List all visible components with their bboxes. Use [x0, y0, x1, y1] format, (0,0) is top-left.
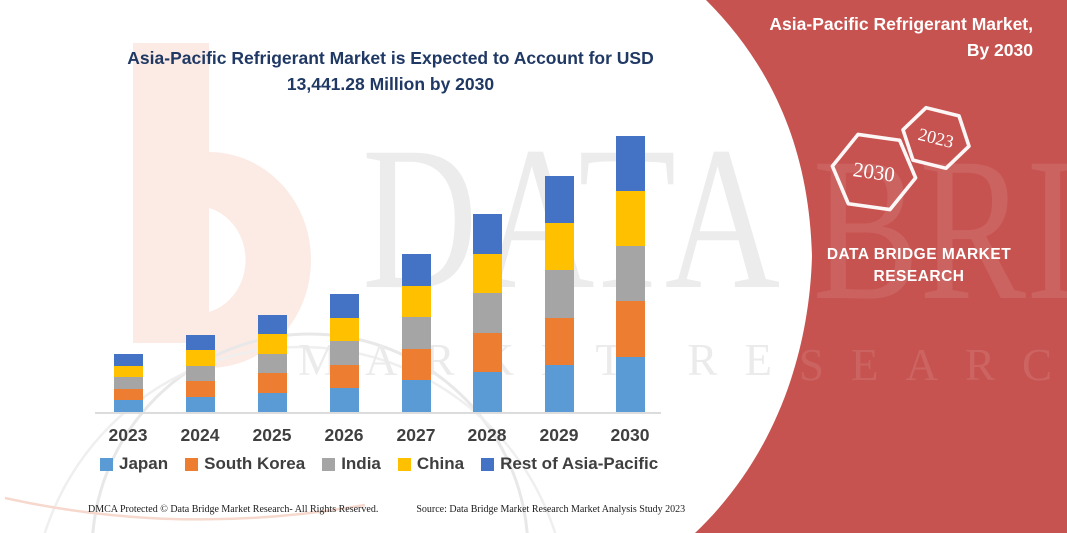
bar-segment-india-2024 — [185, 365, 215, 382]
bar-column-2025: 2025 — [236, 315, 308, 445]
x-tick-label-2029: 2029 — [539, 425, 579, 445]
bar-segment-rest-of-asia-pacific-2025 — [257, 315, 287, 335]
legend-item-south-korea: South Korea — [185, 454, 305, 474]
bar-segment-south-korea-2028 — [472, 332, 502, 373]
bar-segment-japan-2025 — [257, 392, 287, 412]
bar-segment-south-korea-2029 — [544, 317, 574, 365]
bar-segment-rest-of-asia-pacific-2024 — [185, 334, 215, 351]
x-tick-label-2024: 2024 — [180, 425, 220, 445]
bar-segment-south-korea-2026 — [329, 364, 359, 389]
legend-item-rest-of-asia-pacific: Rest of Asia-Pacific — [481, 454, 658, 474]
bar-stack-2028 — [472, 214, 502, 412]
x-tick-label-2023: 2023 — [108, 425, 148, 445]
x-tick-label-2025: 2025 — [252, 425, 292, 445]
bar-stack-2030 — [615, 135, 645, 412]
bar-segment-india-2023 — [113, 377, 143, 389]
bar-segment-china-2026 — [329, 317, 359, 342]
legend-swatch-japan — [100, 457, 113, 471]
bar-segment-rest-of-asia-pacific-2029 — [544, 176, 574, 224]
bar-segment-japan-2028 — [472, 372, 502, 412]
bar-segment-china-2029 — [544, 223, 574, 271]
legend-item-china: China — [397, 454, 465, 474]
bar-segment-south-korea-2027 — [401, 348, 431, 381]
legend-swatch-china — [397, 457, 411, 471]
legend-label-india: India — [341, 454, 381, 473]
bar-segment-china-2024 — [185, 350, 215, 366]
chart-title-line1: Asia-Pacific Refrigerant Market is Expec… — [127, 48, 654, 68]
bar-segment-japan-2030 — [615, 356, 645, 412]
bar-column-2023: 2023 — [92, 354, 164, 445]
bar-stack-2027 — [401, 254, 431, 412]
legend: Japan South Korea India China Rest of Asia-P… — [100, 454, 658, 474]
bar-column-2029: 2029 — [523, 176, 595, 445]
footer-source-text: Source: Data Bridge Market Research Mark… — [416, 504, 686, 515]
legend-label-south-korea: South Korea — [204, 454, 306, 473]
chart-title: Asia-Pacific Refrigerant Market is Expec… — [108, 45, 673, 97]
x-tick-label-2027: 2027 — [396, 425, 436, 445]
x-tick-label-2028: 2028 — [467, 425, 507, 445]
legend-label-china: China — [416, 454, 465, 473]
bar-segment-japan-2024 — [185, 396, 215, 412]
bar-segment-china-2028 — [472, 253, 502, 294]
legend-swatch-india — [322, 457, 336, 471]
x-axis-line — [95, 412, 661, 414]
bar-stack-2024 — [185, 334, 215, 412]
bar-stack-2025 — [257, 315, 287, 412]
bar-segment-india-2026 — [329, 341, 359, 365]
bar-segment-india-2025 — [257, 353, 287, 374]
bar-segment-rest-of-asia-pacific-2030 — [615, 135, 645, 191]
bar-segment-rest-of-asia-pacific-2026 — [329, 294, 359, 318]
bar-segment-japan-2029 — [544, 364, 574, 412]
bar-segment-rest-of-asia-pacific-2027 — [401, 254, 431, 286]
bar-segment-rest-of-asia-pacific-2023 — [113, 354, 143, 366]
x-tick-label-2030: 2030 — [610, 425, 650, 445]
bar-segment-india-2027 — [401, 317, 431, 349]
bar-segment-japan-2023 — [113, 400, 143, 412]
bar-stack-2029 — [544, 176, 574, 412]
legend-label-japan: Japan — [119, 454, 169, 473]
bar-stack-2023 — [113, 354, 143, 412]
legend-label-rest-of-asia-pacific: Rest of Asia-Pacific — [500, 454, 659, 473]
bar-segment-india-2029 — [544, 270, 574, 318]
legend-swatch-south-korea — [185, 457, 199, 471]
bar-segment-rest-of-asia-pacific-2028 — [472, 214, 502, 254]
footer-dmca-text: DMCA Protected © Data Bridge Market Rese… — [88, 504, 379, 515]
bar-segment-india-2028 — [472, 293, 502, 333]
chart-title-line2: 13,441.28 Million by 2030 — [286, 74, 495, 94]
bar-segment-china-2025 — [257, 334, 287, 354]
bar-segment-south-korea-2025 — [257, 373, 287, 393]
bar-segment-china-2023 — [113, 365, 143, 378]
bar-column-2030: 2030 — [594, 135, 666, 445]
bar-segment-south-korea-2030 — [615, 301, 645, 357]
bar-column-2028: 2028 — [451, 214, 523, 445]
legend-swatch-rest-of-asia-pacific — [481, 457, 495, 471]
bar-segment-south-korea-2024 — [185, 381, 215, 397]
x-tick-label-2026: 2026 — [324, 425, 364, 445]
legend-item-japan: Japan — [100, 454, 168, 474]
bar-segment-japan-2026 — [329, 388, 359, 412]
bar-segment-india-2030 — [615, 246, 645, 302]
bar-stack-2026 — [329, 294, 359, 412]
bar-column-2024: 2024 — [164, 334, 236, 445]
legend-item-india: India — [322, 454, 381, 474]
bar-column-2026: 2026 — [308, 294, 380, 445]
bar-column-2027: 2027 — [380, 254, 452, 445]
bar-segment-china-2030 — [615, 190, 645, 247]
bar-segment-japan-2027 — [401, 380, 431, 412]
footer: DMCA Protected © Data Bridge Market Rese… — [88, 504, 685, 515]
bar-segment-south-korea-2023 — [113, 388, 143, 401]
bar-segment-china-2027 — [401, 285, 431, 318]
